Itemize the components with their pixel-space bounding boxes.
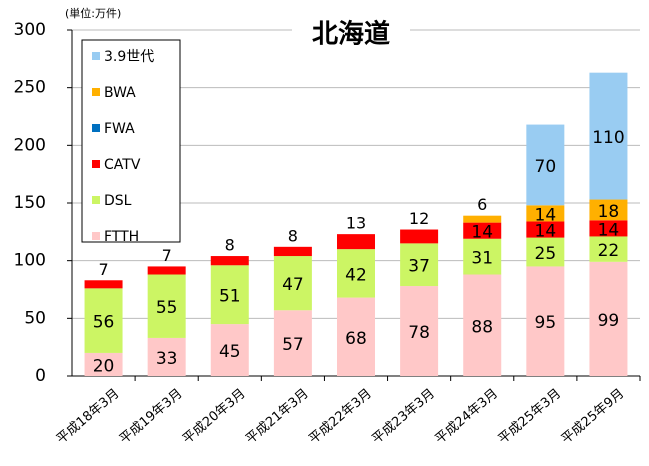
data-label: 33 [156, 349, 178, 369]
y-tick-label: 150 [14, 193, 46, 213]
bar-segment [273, 310, 312, 376]
x-tick-label: 平成19年3月 [117, 386, 185, 447]
bar-segment [210, 324, 249, 376]
data-label: 88 [471, 317, 493, 337]
bar-segment [400, 286, 439, 376]
data-label: 7 [162, 246, 172, 265]
data-label: 8 [288, 226, 298, 245]
data-label: 37 [408, 257, 430, 277]
bar-segment [273, 256, 312, 311]
bar-segment [589, 261, 628, 376]
x-tick-label: 平成21年3月 [243, 386, 311, 447]
data-label: 6 [477, 195, 487, 214]
bar-segment [589, 199, 628, 221]
data-label: 42 [345, 265, 367, 285]
y-tick-label: 0 [35, 366, 46, 386]
bar-segment [337, 234, 375, 250]
bar-segment [84, 288, 123, 353]
data-label: 8 [225, 236, 235, 255]
y-tick-label: 200 [14, 135, 46, 155]
data-label: 18 [598, 202, 620, 222]
bar-segment [463, 215, 502, 223]
x-tick-label: 平成23年3月 [369, 386, 437, 447]
bar-segment [589, 220, 628, 237]
x-tick-label: 平成20年3月 [180, 386, 248, 447]
legend-swatch [92, 88, 100, 96]
data-label: 70 [535, 157, 557, 177]
y-tick-label: 250 [14, 78, 46, 98]
data-label: 25 [535, 244, 557, 264]
bar-segment [526, 221, 565, 238]
legend-box [81, 39, 181, 243]
bar-segment [337, 249, 375, 298]
legend-swatch [92, 52, 100, 60]
data-label: 51 [219, 287, 241, 307]
legend-label: DSL [104, 193, 132, 209]
data-label: 12 [409, 209, 429, 228]
title-bg [292, 14, 410, 54]
legend-swatch [92, 124, 100, 132]
x-tick-label: 平成22年3月 [306, 386, 374, 447]
bar-segment [147, 274, 186, 338]
data-label: 20 [93, 356, 115, 376]
legend-swatch [92, 196, 100, 204]
y-tick-label: 50 [24, 308, 46, 328]
data-label: 13 [346, 214, 366, 233]
bar-segment [273, 246, 312, 257]
data-label: 56 [93, 313, 115, 333]
bar-segment [147, 266, 186, 275]
data-label: 99 [598, 311, 620, 331]
bar-segment [526, 237, 565, 267]
data-label: 55 [156, 298, 178, 318]
legend-label: 3.9世代 [104, 49, 154, 65]
data-label: 14 [598, 220, 620, 240]
legend-swatch [92, 160, 100, 168]
bar-segment [84, 352, 123, 376]
legend-label: CATV [104, 157, 141, 173]
data-label: 14 [535, 222, 557, 242]
bar-segment [463, 222, 502, 239]
y-tick-label: 100 [14, 251, 46, 271]
data-label: 45 [219, 342, 241, 362]
x-tick-label: 平成18年3月 [54, 386, 122, 447]
bar-segment [589, 236, 628, 262]
data-label: 14 [471, 223, 493, 243]
legend: 3.9世代 BWA FWA CATV DSL FTTH [81, 39, 181, 245]
data-label: 7 [98, 260, 108, 279]
unit-label: (単位:万件) [65, 6, 121, 20]
x-tick-label: 平成25年3月 [496, 386, 564, 447]
bar-segment [400, 243, 439, 287]
legend-label: BWA [104, 85, 136, 101]
bar-segment [210, 265, 249, 325]
data-label: 31 [471, 249, 493, 269]
data-label: 78 [408, 323, 430, 343]
data-label: 57 [282, 335, 304, 355]
bar-segment [400, 229, 439, 244]
bar-segment [526, 205, 565, 222]
bar-segment [589, 72, 628, 200]
data-label: 22 [598, 241, 620, 261]
data-label: 47 [282, 275, 304, 295]
data-label: 68 [345, 329, 367, 349]
bar-segment [526, 266, 565, 376]
bar-segment [84, 280, 123, 289]
bar-segment [210, 256, 249, 266]
data-label: 95 [535, 313, 557, 333]
bar-segment [337, 297, 375, 376]
data-label: 110 [592, 128, 624, 148]
data-label: 14 [535, 205, 557, 225]
bar-segment [463, 274, 502, 376]
chart-title: 北海道 [312, 19, 390, 50]
legend-label: FTTH [104, 229, 139, 245]
bar-segment [463, 238, 502, 275]
y-tick-label: 300 [14, 20, 46, 40]
bar-segment [526, 124, 565, 206]
legend-swatch [92, 232, 100, 240]
x-tick-label: 平成24年3月 [433, 386, 501, 447]
bar-segment [147, 337, 186, 376]
legend-label: FWA [104, 121, 135, 137]
x-tick-label: 平成25年9月 [559, 386, 627, 447]
